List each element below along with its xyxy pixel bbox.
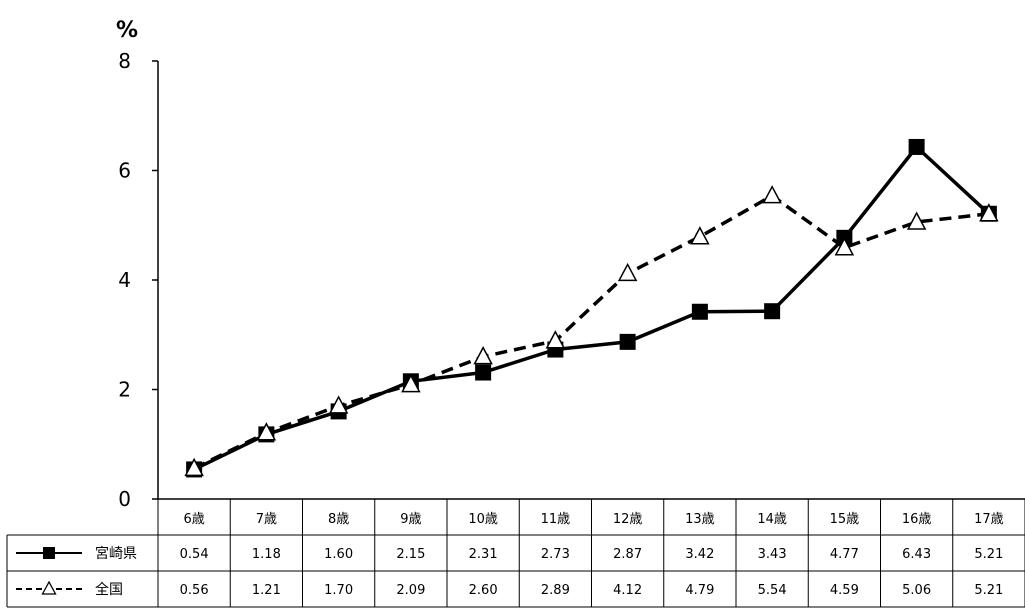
y-tick-label: 6 xyxy=(118,159,131,183)
y-unit-label: % xyxy=(116,18,138,43)
data-label: 1.70 xyxy=(324,583,353,598)
data-label: 5.21 xyxy=(974,547,1003,562)
data-label: 4.77 xyxy=(830,547,859,562)
data-point-square xyxy=(908,138,925,155)
x-category-label: 9歳 xyxy=(400,512,421,527)
data-point-triangle xyxy=(473,346,493,365)
x-category-label: 10歳 xyxy=(468,512,498,527)
data-label: 2.89 xyxy=(541,583,570,598)
data-point-square xyxy=(619,333,636,350)
data-label: 5.54 xyxy=(758,583,787,598)
x-category-label: 11歳 xyxy=(541,512,571,527)
data-point-square xyxy=(475,364,492,381)
series-lines xyxy=(193,145,991,471)
data-label: 0.56 xyxy=(180,583,209,598)
data-point-square xyxy=(691,303,708,320)
data-label: 3.43 xyxy=(758,547,787,562)
legend-key-2 xyxy=(16,580,82,595)
data-label: 4.59 xyxy=(830,583,859,598)
legend-label: 全国 xyxy=(95,581,123,598)
data-point-triangle xyxy=(256,422,277,441)
series-line-2 xyxy=(193,193,990,470)
data-point-triangle xyxy=(401,373,421,393)
y-tick-label: 4 xyxy=(118,268,131,292)
data-label: 2.15 xyxy=(396,547,425,562)
data-point-triangle xyxy=(690,226,710,245)
data-label: 2.09 xyxy=(396,583,425,598)
series-markers xyxy=(184,138,999,478)
data-label: 4.12 xyxy=(613,583,642,598)
x-category-label: 6歳 xyxy=(183,512,204,527)
data-label: 4.79 xyxy=(685,583,714,598)
data-label: 3.42 xyxy=(685,547,714,562)
data-label: 2.87 xyxy=(613,547,642,562)
data-point-triangle xyxy=(834,237,855,256)
series-line-1 xyxy=(193,145,991,471)
legend-label: 宮崎県 xyxy=(95,546,137,562)
data-label: 1.21 xyxy=(252,583,281,598)
y-tick-label: 0 xyxy=(118,487,131,511)
data-point-triangle xyxy=(906,211,927,230)
data-point-triangle xyxy=(545,330,566,349)
y-tick-label: 8 xyxy=(118,49,131,73)
data-label: 1.18 xyxy=(252,547,281,562)
data-point-triangle xyxy=(328,395,349,414)
y-axis: 0 2 4 6 8 xyxy=(118,49,159,511)
x-category-label: 7歳 xyxy=(256,512,277,527)
x-category-label: 15歳 xyxy=(830,512,860,527)
x-category-label: 16歳 xyxy=(902,512,932,527)
data-label: 1.60 xyxy=(324,547,353,562)
data-point-square xyxy=(764,303,781,320)
data-label: 5.21 xyxy=(974,583,1003,598)
data-label: 0.54 xyxy=(180,547,209,562)
data-label: 5.06 xyxy=(902,583,931,598)
data-point-triangle xyxy=(762,185,782,204)
x-category-label: 17歳 xyxy=(974,512,1004,527)
data-label: 2.60 xyxy=(469,583,498,598)
x-category-label: 13歳 xyxy=(685,512,715,527)
x-category-label: 14歳 xyxy=(757,512,787,527)
data-label: 6.43 xyxy=(902,547,931,562)
data-label: 2.73 xyxy=(541,547,570,562)
y-tick-label: 2 xyxy=(118,378,131,402)
legend-key-1 xyxy=(16,547,82,559)
data-point-triangle xyxy=(979,203,999,222)
x-category-label: 12歳 xyxy=(613,512,643,527)
data-label: 2.31 xyxy=(469,547,498,562)
data-point-triangle xyxy=(184,457,204,477)
data-point-triangle xyxy=(617,262,638,282)
x-category-label: 8歳 xyxy=(328,512,349,527)
